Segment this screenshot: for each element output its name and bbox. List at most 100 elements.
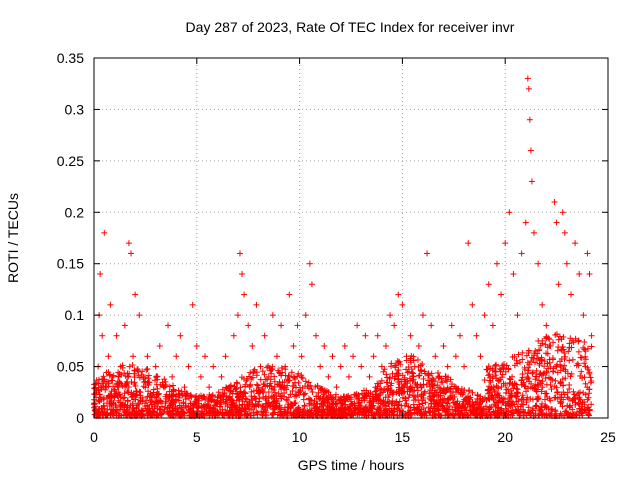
data-point xyxy=(358,363,365,370)
data-point xyxy=(519,392,526,399)
data-point xyxy=(517,412,524,419)
data-point xyxy=(94,380,101,387)
data-point xyxy=(379,389,386,396)
data-point xyxy=(561,350,568,357)
data-point xyxy=(115,397,122,404)
data-point xyxy=(575,390,582,397)
data-point xyxy=(341,406,348,413)
data-point xyxy=(199,411,206,418)
data-point xyxy=(104,411,111,418)
data-point xyxy=(381,366,388,373)
data-point xyxy=(260,389,267,396)
data-point xyxy=(121,394,128,401)
data-point xyxy=(485,363,492,370)
y-tick-label: 0.15 xyxy=(57,256,84,272)
data-point xyxy=(502,240,509,247)
data-point xyxy=(298,353,305,360)
data-point xyxy=(181,388,188,395)
data-point xyxy=(198,402,205,409)
data-point xyxy=(320,391,327,398)
data-point xyxy=(528,354,535,361)
data-point xyxy=(505,398,512,405)
data-point xyxy=(391,322,398,329)
data-point xyxy=(382,406,389,413)
data-point xyxy=(518,396,525,403)
data-point xyxy=(572,240,579,247)
data-point xyxy=(586,271,593,277)
data-point xyxy=(145,372,152,379)
data-point xyxy=(162,400,169,407)
data-point xyxy=(535,355,542,362)
data-point xyxy=(513,381,520,388)
data-point xyxy=(519,349,526,356)
data-point xyxy=(169,373,176,380)
data-point xyxy=(438,375,445,382)
data-point xyxy=(417,411,424,418)
data-point xyxy=(488,392,495,399)
data-point xyxy=(372,391,379,398)
data-point xyxy=(394,401,401,408)
data-point xyxy=(157,411,164,418)
data-point xyxy=(188,411,195,418)
data-point xyxy=(508,409,515,416)
data-point xyxy=(518,376,525,383)
data-point xyxy=(233,408,240,415)
data-point xyxy=(455,404,462,411)
data-point xyxy=(223,384,230,391)
data-point xyxy=(271,373,278,380)
data-point xyxy=(311,405,318,412)
data-point xyxy=(495,398,502,405)
data-point xyxy=(487,379,494,386)
data-point xyxy=(202,353,209,360)
data-point xyxy=(230,332,237,339)
data-point xyxy=(230,406,237,413)
data-point xyxy=(105,353,112,360)
data-point xyxy=(384,379,391,386)
data-point xyxy=(226,407,233,414)
data-point xyxy=(209,409,216,416)
data-point xyxy=(551,383,558,390)
data-point xyxy=(289,383,296,390)
x-tick-label: 0 xyxy=(90,429,98,445)
data-point xyxy=(543,390,550,397)
data-point xyxy=(543,322,550,329)
data-point xyxy=(151,393,158,400)
data-point xyxy=(369,397,376,404)
data-point xyxy=(536,347,543,354)
data-point xyxy=(350,412,357,419)
data-point xyxy=(586,369,593,376)
data-point xyxy=(435,411,442,418)
y-axis-label: ROTI / TECUs xyxy=(5,193,21,283)
data-point xyxy=(101,229,108,236)
data-point xyxy=(399,394,406,401)
data-point xyxy=(198,392,205,399)
data-point xyxy=(419,397,426,404)
data-point xyxy=(520,406,527,413)
data-point xyxy=(325,411,332,418)
data-point xyxy=(253,387,260,394)
data-point xyxy=(197,373,204,380)
data-point xyxy=(450,399,457,406)
data-point xyxy=(139,407,146,414)
data-point xyxy=(437,385,444,392)
data-point xyxy=(435,374,442,381)
data-point xyxy=(569,356,576,363)
data-point xyxy=(165,322,172,329)
data-point xyxy=(541,358,548,365)
data-point xyxy=(220,396,227,403)
data-point xyxy=(406,368,413,375)
data-point xyxy=(500,380,507,387)
data-point xyxy=(399,372,406,379)
data-point xyxy=(543,368,550,375)
data-point xyxy=(156,343,163,349)
data-point xyxy=(306,407,313,414)
data-point xyxy=(286,373,293,380)
data-point xyxy=(582,363,589,370)
data-point xyxy=(552,331,559,338)
data-point xyxy=(292,384,299,391)
data-point xyxy=(532,376,539,383)
data-point xyxy=(264,376,271,383)
data-point xyxy=(180,399,187,406)
data-point xyxy=(350,353,357,360)
data-point xyxy=(547,363,554,370)
